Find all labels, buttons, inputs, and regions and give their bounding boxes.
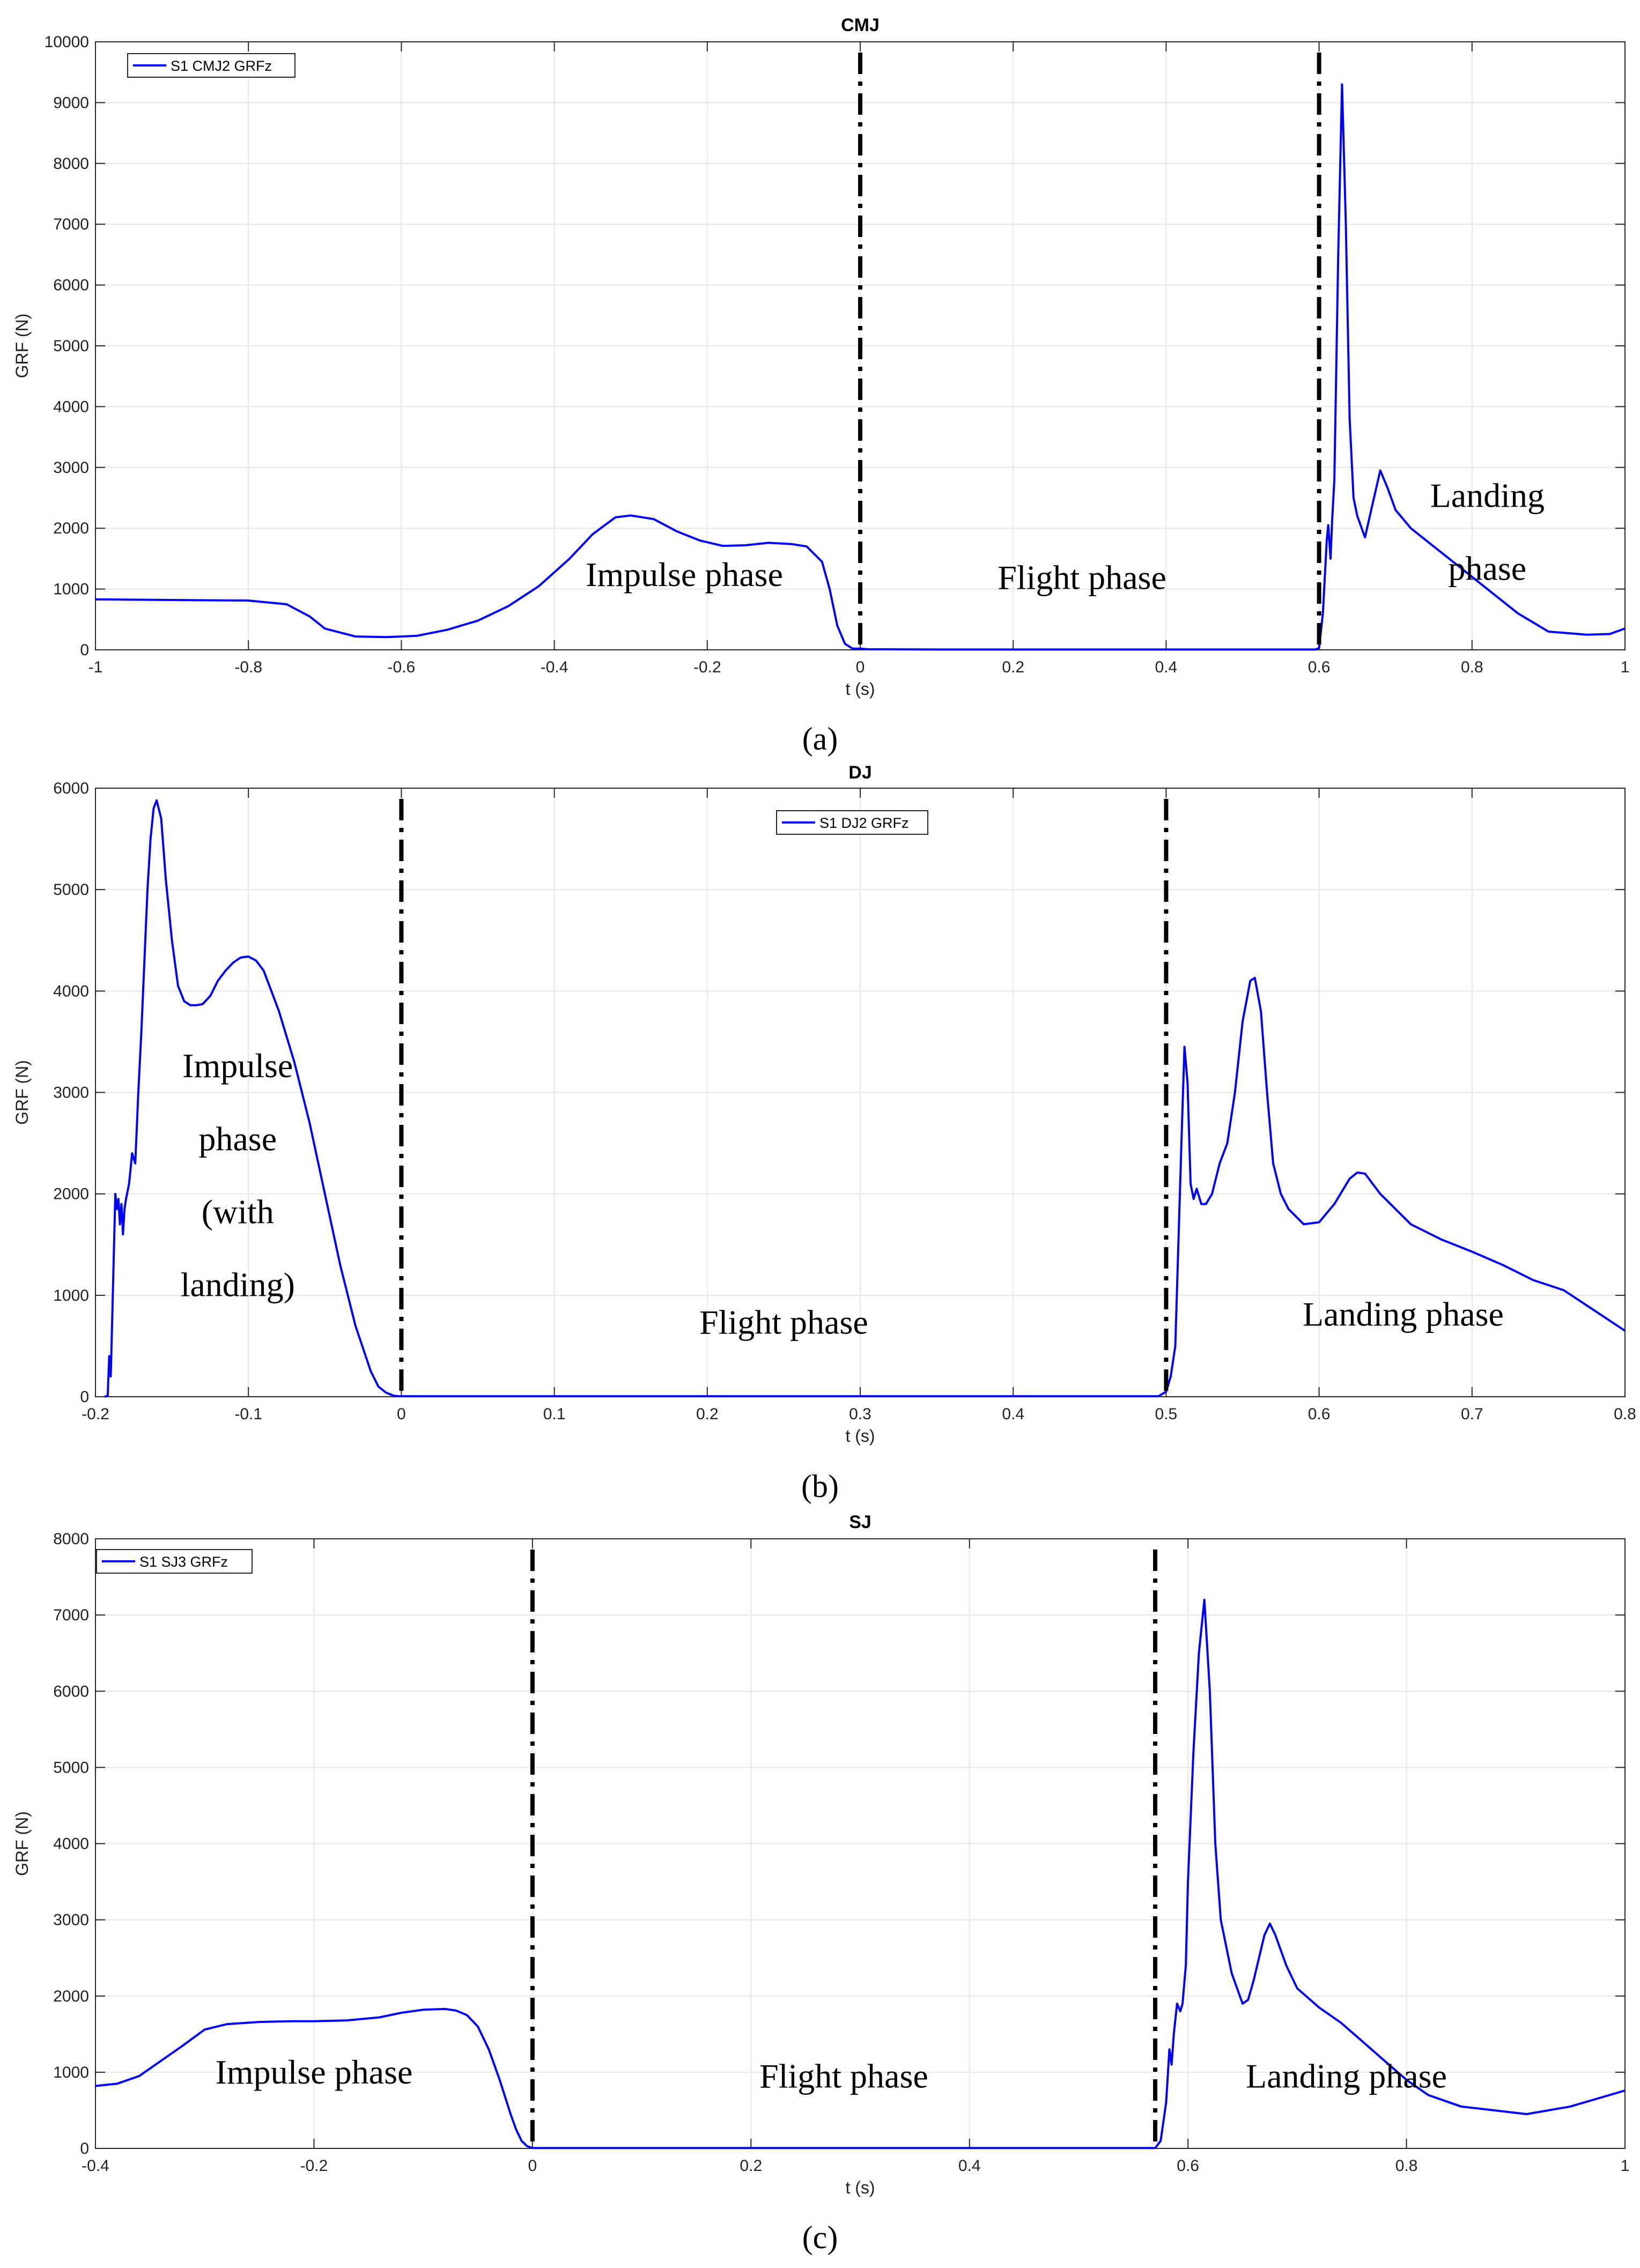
phase-annotation: Landing phase xyxy=(1246,2057,1447,2095)
legend-label: S1 CMJ2 GRFz xyxy=(171,58,272,74)
x-tick-label: -0.1 xyxy=(234,1405,262,1423)
phase-annotation: Flight phase xyxy=(998,559,1166,597)
phase-annotation: Impulse xyxy=(182,1047,293,1085)
y-tick-label: 0 xyxy=(80,641,89,659)
x-axis-label: t (s) xyxy=(845,679,875,699)
x-tick-label: -0.4 xyxy=(541,658,568,676)
phase-annotation: landing) xyxy=(181,1266,295,1304)
panel-caption: (b) xyxy=(801,1469,839,1504)
y-tick-label: 10000 xyxy=(45,33,89,51)
y-tick-label: 1000 xyxy=(53,2064,89,2081)
panel-caption: (a) xyxy=(802,721,838,757)
x-tick-label: 1 xyxy=(1621,658,1630,676)
y-tick-label: 0 xyxy=(80,1388,89,1406)
chart-title: DJ xyxy=(848,762,871,783)
x-tick-label: 0 xyxy=(856,658,865,676)
x-tick-label: -1 xyxy=(88,658,103,676)
series-line-grfz xyxy=(95,83,1626,651)
x-tick-label: 0 xyxy=(528,2157,537,2175)
series-line-grfz xyxy=(104,799,1626,1398)
y-tick-label: 6000 xyxy=(53,277,89,294)
phase-annotation: Landing xyxy=(1430,477,1545,515)
x-tick-label: 0.2 xyxy=(740,2157,762,2175)
x-tick-label: -0.6 xyxy=(388,658,416,676)
x-tick-label: 0.6 xyxy=(1177,2157,1199,2175)
phase-annotation: phase xyxy=(198,1120,277,1158)
x-tick-label: 0.6 xyxy=(1308,658,1331,676)
x-tick-label: -0.2 xyxy=(300,2157,328,2175)
y-tick-label: 7000 xyxy=(53,1606,89,1624)
y-axis-label: GRF (N) xyxy=(12,1060,32,1125)
phase-annotation: (with xyxy=(202,1193,274,1231)
y-tick-label: 3000 xyxy=(53,459,89,477)
x-tick-label: -0.4 xyxy=(82,2157,109,2175)
y-tick-label: 4000 xyxy=(53,1835,89,1853)
x-tick-label: -0.2 xyxy=(82,1405,109,1423)
y-tick-label: 1000 xyxy=(53,1287,89,1305)
y-tick-label: 8000 xyxy=(53,1530,89,1548)
x-tick-label: -0.2 xyxy=(693,658,721,676)
x-tick-label: 0.8 xyxy=(1614,1405,1636,1423)
x-tick-label: 0.4 xyxy=(1002,1405,1024,1423)
y-tick-label: 2000 xyxy=(53,520,89,537)
panel-caption: (c) xyxy=(802,2220,838,2255)
y-tick-label: 0 xyxy=(80,2140,89,2158)
phase-annotation: Flight phase xyxy=(699,1303,868,1341)
y-tick-label: 3000 xyxy=(53,1084,89,1102)
y-tick-label: 5000 xyxy=(53,1759,89,1776)
phase-annotation: Landing phase xyxy=(1303,1295,1504,1333)
phase-annotation: Flight phase xyxy=(759,2057,928,2095)
chart-title: CMJ xyxy=(841,15,880,35)
x-tick-label: 0.2 xyxy=(696,1405,719,1423)
x-tick-label: -0.8 xyxy=(234,658,262,676)
x-tick-label: 0.5 xyxy=(1155,1405,1178,1423)
legend-label: S1 SJ3 GRFz xyxy=(139,1554,228,1570)
y-tick-label: 4000 xyxy=(53,982,89,1000)
phase-annotation: Impulse phase xyxy=(215,2053,412,2091)
x-tick-label: 0.4 xyxy=(958,2157,981,2175)
y-tick-label: 2000 xyxy=(53,1185,89,1203)
legend-label: S1 DJ2 GRFz xyxy=(819,815,909,831)
x-tick-label: 0.4 xyxy=(1155,658,1178,676)
y-tick-label: 3000 xyxy=(53,1911,89,1929)
x-tick-label: 0.3 xyxy=(849,1405,871,1423)
x-tick-label: 0 xyxy=(397,1405,406,1423)
y-tick-label: 9000 xyxy=(53,94,89,112)
chart-panel-sj: -0.4 -0.2 0 0.2 0.4 0.6 0.8 1 0 1000 2000 3000 4000 5… xyxy=(12,1512,1629,2255)
y-tick-label: 6000 xyxy=(53,780,89,797)
chart-title: SJ xyxy=(849,1512,871,1532)
x-tick-label: 0.8 xyxy=(1461,658,1483,676)
phase-annotation: phase xyxy=(1448,550,1526,588)
y-tick-label: 5000 xyxy=(53,337,89,355)
y-tick-label: 5000 xyxy=(53,881,89,899)
y-tick-label: 4000 xyxy=(53,398,89,416)
series-line-grfz xyxy=(95,1598,1626,2150)
x-axis-label: t (s) xyxy=(845,1426,875,1446)
x-tick-label: 0.1 xyxy=(543,1405,566,1423)
x-axis-label: t (s) xyxy=(845,2178,875,2197)
x-tick-label: 0.8 xyxy=(1395,2157,1418,2175)
y-axis-label: GRF (N) xyxy=(12,1811,32,1876)
y-tick-label: 2000 xyxy=(53,1988,89,2005)
x-tick-label: 0.2 xyxy=(1002,658,1024,676)
y-tick-label: 1000 xyxy=(53,581,89,598)
y-tick-label: 8000 xyxy=(53,155,89,173)
phase-annotation: Impulse phase xyxy=(586,555,783,594)
chart-panel-dj: -0.2 -0.1 0 0.1 0.2 0.3 0.4 0.5 0.6 0.7 0.8 0 1000 20… xyxy=(12,762,1636,1504)
x-tick-label: 1 xyxy=(1621,2157,1630,2175)
x-tick-label: 0.7 xyxy=(1461,1405,1483,1423)
y-tick-label: 6000 xyxy=(53,1683,89,1700)
chart-panel-cmj: -1 -0.8 -0.6 -0.4 -0.2 0 0.2 0.4 0.6 0.8 1 0 1000 200… xyxy=(12,15,1629,757)
y-axis-label: GRF (N) xyxy=(12,314,32,379)
x-tick-label: 0.6 xyxy=(1308,1405,1331,1423)
y-tick-label: 7000 xyxy=(53,216,89,233)
